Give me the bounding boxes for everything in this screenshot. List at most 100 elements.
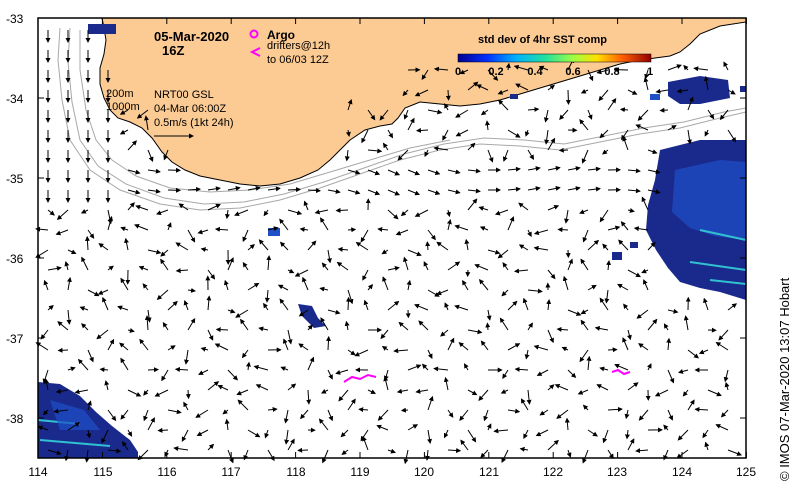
current-arrow [500, 389, 509, 394]
current-arrow [455, 129, 469, 137]
current-arrow [354, 349, 369, 357]
y-tick-label: -34 [6, 92, 24, 106]
current-arrow [147, 249, 162, 255]
current-arrow [227, 186, 241, 191]
current-arrow [507, 216, 515, 231]
current-arrow [407, 249, 422, 257]
current-arrow [487, 69, 499, 81]
current-arrow [234, 209, 249, 217]
current-arrow [127, 202, 135, 211]
current-arrow [678, 369, 689, 374]
current-vectors [35, 30, 743, 465]
current-arrow [79, 306, 89, 311]
current-arrow [523, 429, 529, 439]
current-arrow [535, 429, 549, 437]
current-arrow [436, 241, 449, 251]
current-arrow [663, 323, 669, 331]
current-arrow [255, 384, 269, 391]
current-arrow [102, 296, 109, 311]
current-arrow [287, 209, 303, 216]
current-arrow [307, 240, 317, 251]
current-arrow [538, 65, 549, 71]
current-arrow [143, 409, 149, 422]
current-arrow [327, 309, 341, 315]
current-arrow [547, 137, 556, 151]
current-arrow [567, 258, 573, 271]
current-arrow [559, 109, 569, 120]
current-arrow [598, 89, 609, 102]
current-arrow [447, 261, 461, 271]
colorbar-title: std dev of 4hr SST comp [478, 34, 607, 46]
current-arrow [524, 349, 530, 360]
current-arrow [222, 409, 229, 415]
current-arrow [579, 209, 589, 215]
contour-200-label: 200m [106, 88, 134, 100]
current-arrow [382, 276, 389, 291]
x-tick-label: 117 [221, 465, 241, 479]
current-arrow [107, 409, 117, 422]
current-arrow [119, 109, 129, 115]
current-arrow [567, 186, 581, 191]
current-arrow [724, 381, 730, 391]
current-arrow [175, 242, 189, 251]
current-arrow [240, 318, 249, 331]
current-arrow [47, 265, 62, 271]
current-arrow [337, 246, 349, 252]
x-tick-label: 118 [286, 465, 306, 479]
current-arrow [407, 364, 422, 371]
current-arrow [227, 308, 236, 314]
current-arrow [676, 449, 689, 459]
current-arrow [207, 186, 221, 192]
current-arrow [546, 299, 552, 311]
current-arrow [564, 417, 570, 431]
current-arrow [403, 109, 409, 120]
current-arrow [667, 308, 679, 314]
current-arrow [427, 169, 441, 175]
drifter-tracks [343, 368, 631, 383]
current-arrow [659, 107, 669, 113]
current-arrow [200, 346, 209, 352]
current-arrow [327, 369, 333, 380]
current-arrow [47, 304, 54, 311]
current-arrow [124, 237, 129, 251]
current-arrow [715, 424, 729, 431]
current-arrow [727, 89, 736, 95]
current-arrow [235, 309, 249, 318]
current-arrow [307, 188, 321, 194]
current-arrow [107, 215, 113, 231]
current-arrow [407, 169, 421, 176]
current-arrow [587, 284, 597, 291]
current-arrow [347, 398, 356, 411]
current-arrow [647, 169, 661, 175]
current-arrow [527, 149, 535, 160]
current-arrow [183, 300, 189, 311]
current-arrow [127, 140, 137, 151]
current-arrow [596, 69, 609, 75]
current-arrow [587, 239, 600, 251]
current-arrow [627, 438, 635, 451]
current-arrow [147, 149, 154, 163]
current-arrow [326, 249, 332, 264]
current-arrow [120, 277, 129, 291]
current-arrow [415, 127, 429, 133]
current-arrow [623, 303, 629, 311]
current-arrow [383, 376, 389, 391]
current-arrow [501, 289, 509, 297]
current-arrow [723, 369, 729, 383]
current-arrow [599, 129, 609, 139]
x-tick-label: 122 [542, 465, 564, 479]
current-arrow [181, 429, 189, 442]
current-arrow [144, 315, 150, 331]
current-arrow [162, 321, 169, 331]
current-arrow [427, 395, 434, 411]
current-arrow [87, 229, 95, 239]
current-arrow [47, 209, 55, 216]
x-tick-label: 116 [157, 465, 177, 479]
current-arrow [53, 408, 69, 414]
current-arrow [87, 289, 100, 297]
current-arrow [279, 241, 289, 251]
colorbar [457, 53, 652, 63]
current-arrow [687, 129, 692, 145]
current-arrow [387, 209, 399, 220]
current-arrow [581, 149, 589, 164]
